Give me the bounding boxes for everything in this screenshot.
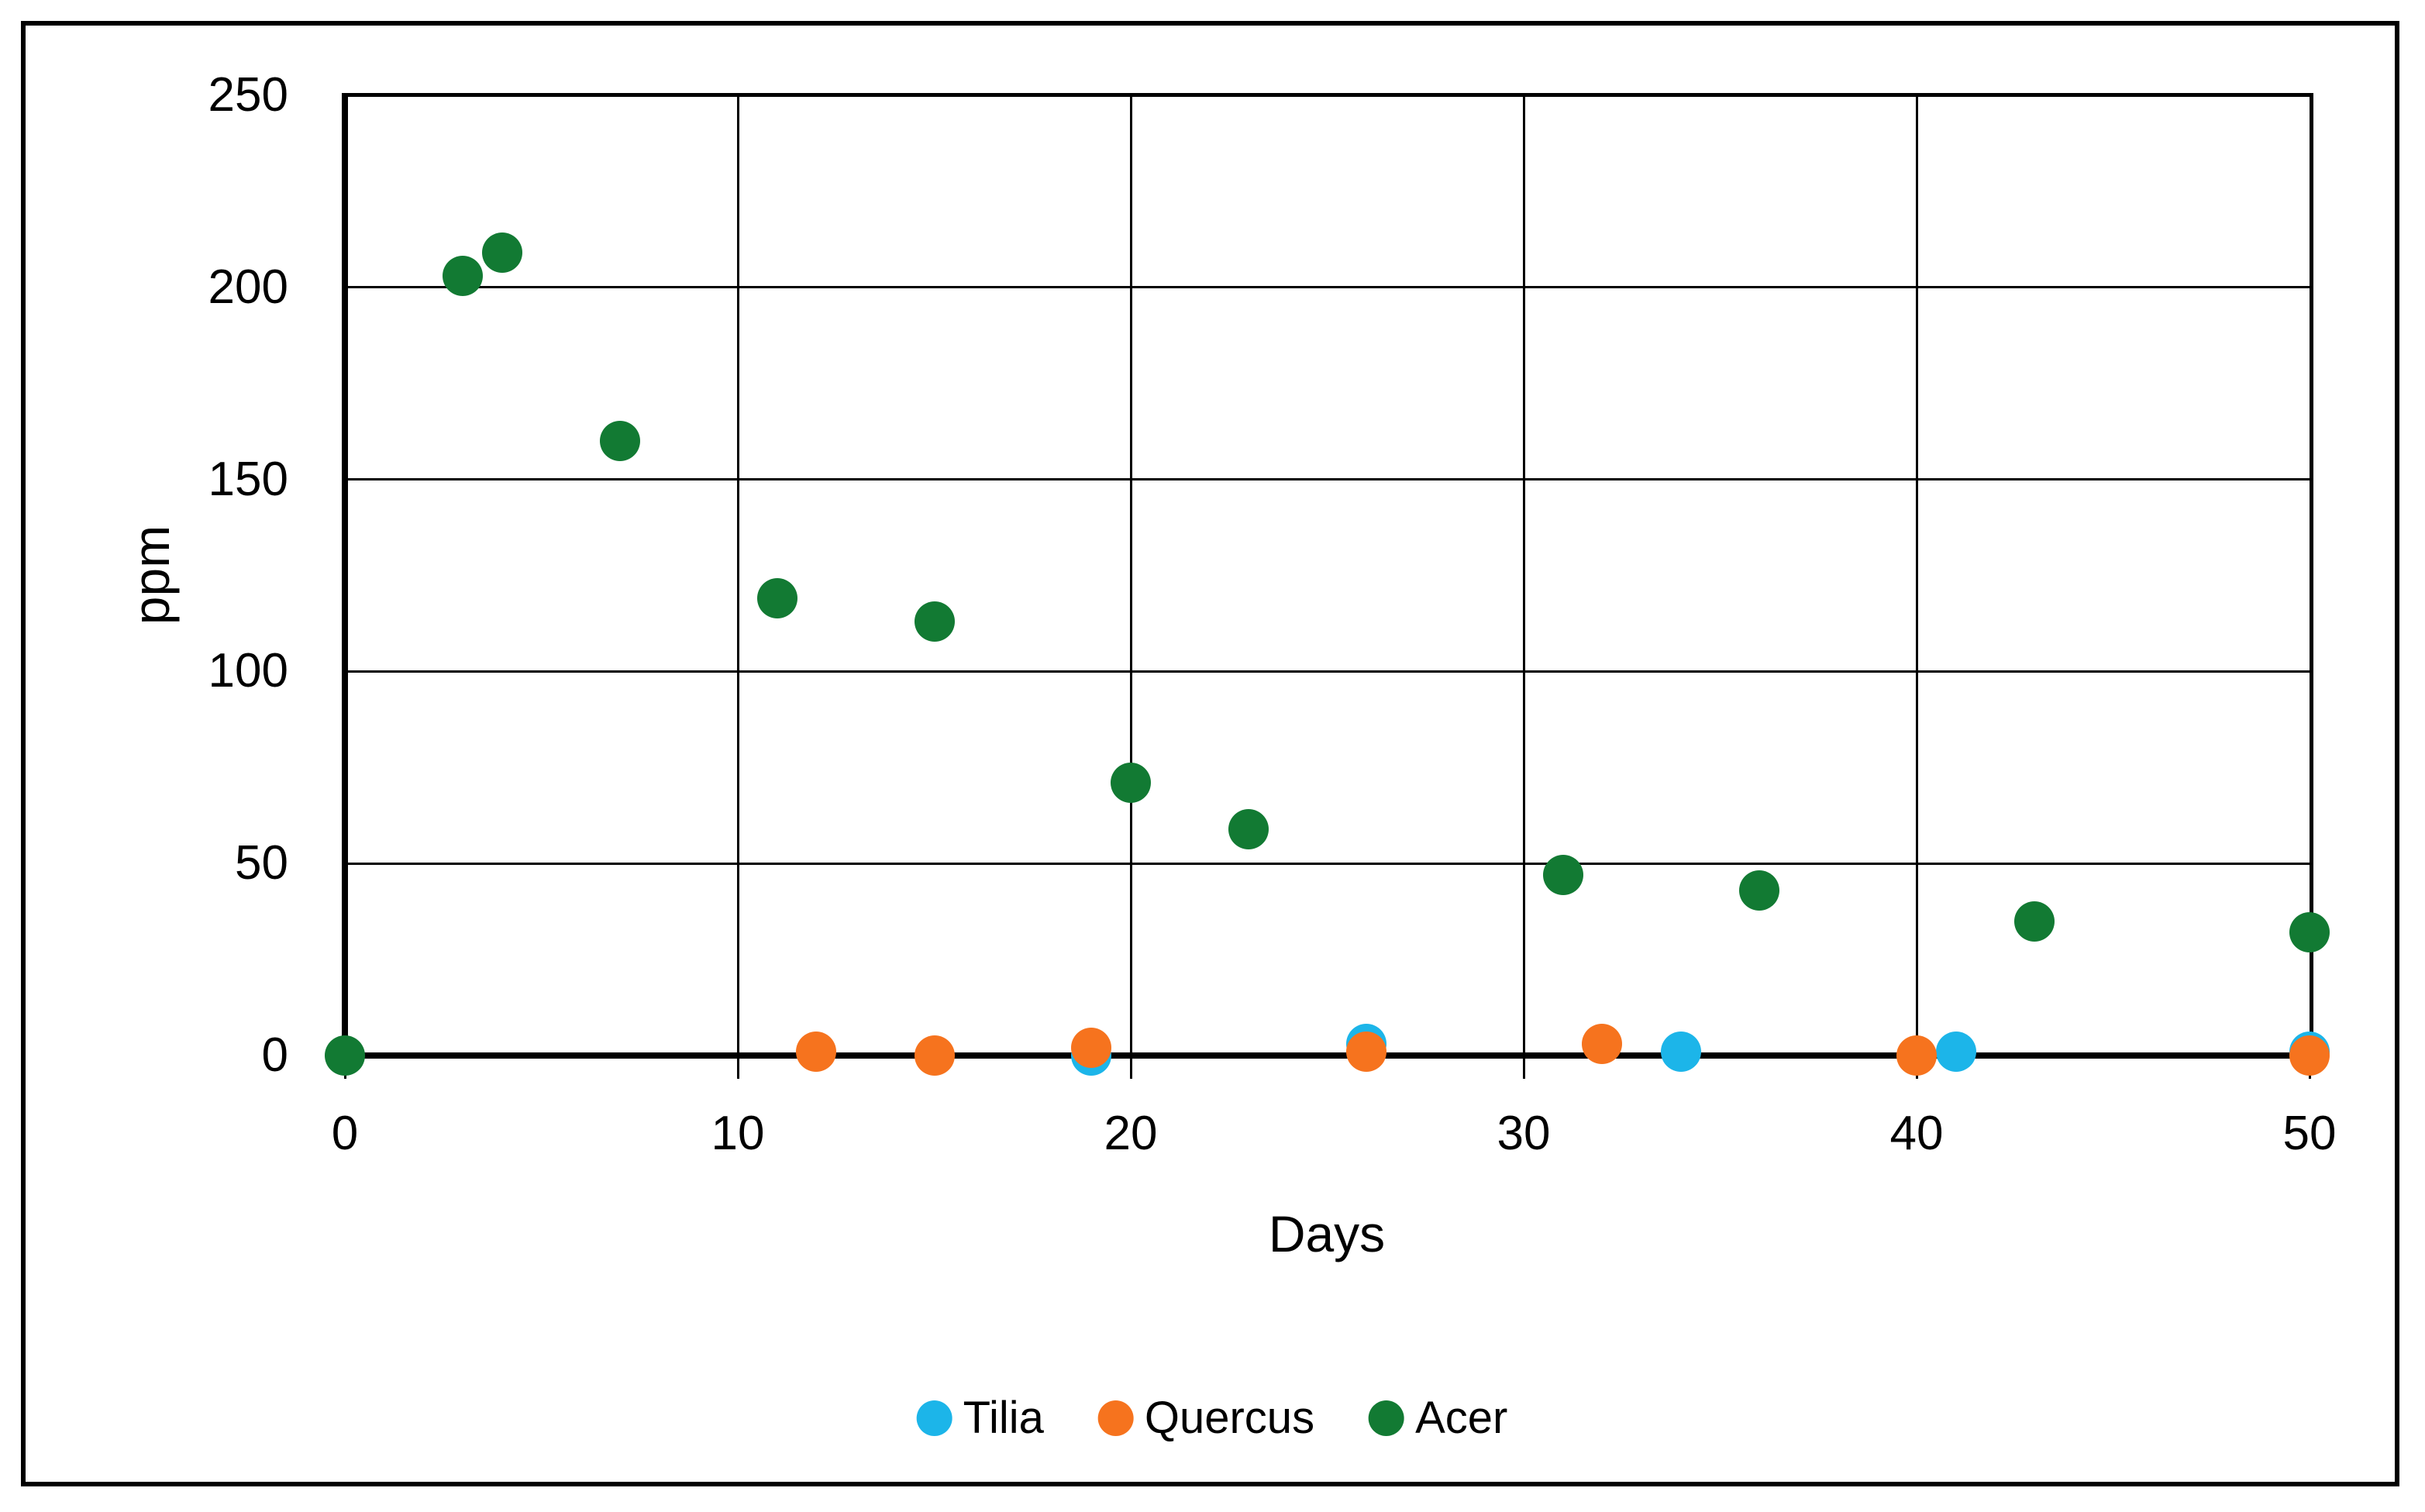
data-point-acer <box>914 601 955 642</box>
x-tick-label: 40 <box>1889 1107 1944 1160</box>
y-tick-label: 250 <box>208 68 288 122</box>
data-point-acer <box>325 1035 365 1076</box>
chart-outer-border <box>21 21 2399 1486</box>
horizontal-gridline <box>345 670 2310 673</box>
data-point-acer <box>1739 870 1780 911</box>
legend-label-acer: Acer <box>1415 1393 1508 1443</box>
x-axis-tick <box>1522 1059 1525 1079</box>
x-tick-label: 30 <box>1497 1107 1551 1160</box>
x-axis-tick <box>1129 1059 1132 1079</box>
legend-marker-quercus <box>1097 1400 1134 1436</box>
legend-label-quercus: Quercus <box>1144 1393 1315 1443</box>
legend-item-tilia: Tilia <box>916 1393 1044 1443</box>
y-tick-label: 50 <box>235 836 288 890</box>
vertical-gridline <box>1129 95 1132 1056</box>
data-point-acer <box>1111 763 1151 804</box>
data-point-acer <box>599 421 640 462</box>
plot-border-right <box>2310 93 2313 1058</box>
data-point-acer <box>1228 808 1269 849</box>
vertical-gridline <box>736 95 739 1056</box>
data-point-acer <box>2289 912 2330 953</box>
legend-marker-acer <box>1369 1400 1405 1436</box>
data-point-tilia <box>1935 1032 1976 1073</box>
legend-marker-tilia <box>916 1400 952 1436</box>
data-point-quercus <box>1346 1032 1387 1073</box>
vertical-gridline <box>1915 95 1918 1056</box>
data-point-acer <box>443 255 484 296</box>
data-point-quercus <box>914 1035 955 1076</box>
x-axis-title: Days <box>1268 1205 1386 1262</box>
x-tick-label: 0 <box>331 1107 359 1160</box>
data-point-quercus <box>1071 1028 1112 1069</box>
x-tick-label: 20 <box>1104 1107 1158 1160</box>
x-axis-line <box>342 1052 2313 1059</box>
y-axis-line <box>342 93 348 1058</box>
data-point-quercus <box>1582 1024 1623 1065</box>
data-point-quercus <box>1896 1035 1937 1076</box>
horizontal-gridline <box>345 286 2310 289</box>
x-tick-label: 50 <box>2282 1107 2337 1160</box>
y-tick-label: 0 <box>261 1028 288 1082</box>
y-tick-label: 100 <box>208 644 288 698</box>
legend: Tilia Quercus Acer <box>916 1393 1507 1443</box>
y-axis-title: ppm <box>122 525 180 625</box>
x-axis-tick <box>736 1059 739 1079</box>
y-tick-label: 150 <box>208 452 288 506</box>
data-point-tilia <box>1660 1032 1701 1073</box>
horizontal-gridline <box>345 478 2310 481</box>
vertical-gridline <box>1522 95 1525 1056</box>
horizontal-gridline <box>345 862 2310 865</box>
data-point-quercus <box>2289 1035 2330 1076</box>
x-tick-label: 10 <box>711 1107 765 1160</box>
data-point-acer <box>2014 901 2055 942</box>
legend-label-tilia: Tilia <box>963 1393 1044 1443</box>
legend-item-quercus: Quercus <box>1097 1393 1315 1443</box>
data-point-acer <box>1542 855 1583 896</box>
data-point-acer <box>481 232 522 274</box>
y-tick-label: 200 <box>208 260 288 314</box>
legend-item-acer: Acer <box>1369 1396 1507 1441</box>
data-point-acer <box>756 578 797 619</box>
data-point-quercus <box>796 1032 837 1073</box>
plot-border-top <box>345 93 2313 97</box>
